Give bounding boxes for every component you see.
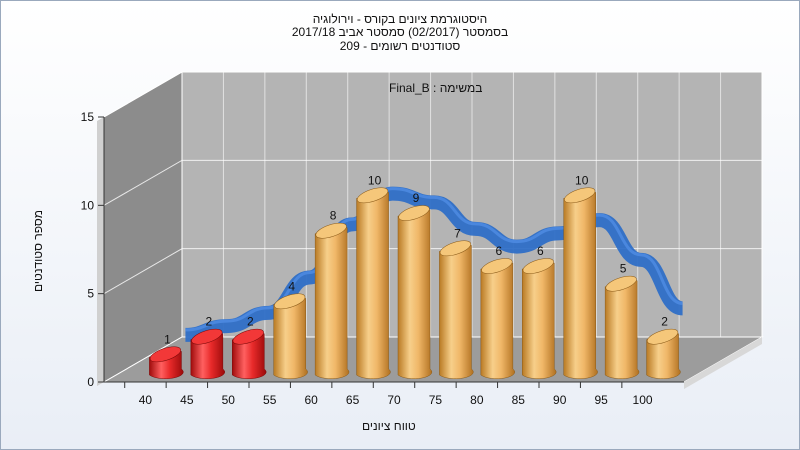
bar-55: 4 — [273, 279, 308, 379]
bar-top — [439, 240, 472, 257]
bar-top — [605, 275, 637, 292]
x-tick-label: 65 — [346, 393, 360, 407]
y-tick-label: 0 — [87, 375, 94, 389]
bar-100: 2 — [646, 315, 681, 379]
bar-body — [273, 298, 308, 379]
bar-value-label: 10 — [368, 173, 382, 187]
bar-65: 10 — [356, 173, 391, 379]
bar-value-label: 2 — [661, 315, 668, 329]
bar-top — [356, 187, 389, 204]
bar-45: 2 — [190, 315, 225, 379]
y-axis-ticks: 0 5 10 15 — [81, 110, 104, 389]
gridline-y — [103, 159, 762, 206]
bar-value-label: 9 — [413, 191, 420, 205]
bar-90: 10 — [563, 173, 598, 379]
bar-value-label: 7 — [454, 226, 461, 240]
bar-value-label: 10 — [575, 173, 589, 187]
bar-top — [481, 258, 513, 274]
bar-body — [314, 227, 350, 379]
bar-60: 8 — [314, 209, 350, 379]
bar-top — [274, 293, 306, 310]
bar-75: 7 — [439, 226, 474, 379]
bar-value-label: 4 — [288, 279, 295, 293]
x-axis-title: טווח ציונים — [362, 419, 416, 433]
x-tick-label: 90 — [553, 393, 567, 407]
bar-value-label: 1 — [164, 332, 171, 346]
bar-95: 5 — [604, 262, 640, 379]
bar-body — [522, 262, 557, 379]
x-tick-label: 80 — [470, 393, 484, 407]
chart-grid — [103, 71, 762, 337]
x-axis-ticks: 40 45 50 55 60 65 70 75 80 85 90 95 100 — [124, 382, 653, 407]
bar-80: 6 — [480, 244, 515, 379]
bar-top — [315, 222, 347, 239]
bar-top — [398, 205, 430, 221]
chart-title-line-2: בסמסטר (02/2017) סמסטר אביב 2017/18 — [291, 25, 509, 39]
bar-top — [149, 346, 182, 363]
bar-top — [191, 328, 223, 345]
bar-body — [190, 333, 225, 379]
y-tick-label: 10 — [81, 198, 95, 212]
chart-floor-edge — [684, 337, 762, 389]
curve-ribbon — [185, 186, 685, 342]
x-tick-label: 95 — [594, 393, 608, 407]
distribution-curve — [185, 186, 685, 342]
x-tick-label: 100 — [633, 393, 653, 407]
bar-body — [397, 209, 433, 379]
bar-value-label: 6 — [537, 244, 544, 258]
bar-body — [480, 262, 515, 379]
bar-value-label: 2 — [206, 315, 213, 329]
bar-body — [646, 333, 681, 379]
y-tick-label: 5 — [87, 287, 94, 301]
chart-title-line-1: היסטוגרמת ציונים בקורס - וירולוגיה — [312, 12, 488, 26]
bar-85: 6 — [522, 244, 557, 379]
x-tick-label: 50 — [222, 393, 236, 407]
y-tick-label: 15 — [81, 110, 95, 124]
x-tick-label: 75 — [429, 393, 443, 407]
bar-value-label: 6 — [496, 244, 503, 258]
bar-body — [439, 245, 474, 379]
curve-highlight — [185, 187, 683, 332]
bar-body — [232, 333, 267, 379]
x-tick-label: 70 — [387, 393, 401, 407]
bar-body — [604, 280, 640, 379]
bar-top — [646, 328, 679, 345]
bar-top — [232, 328, 264, 345]
x-tick-label: 40 — [139, 393, 153, 407]
bar-top — [522, 258, 554, 274]
x-tick-label: 45 — [180, 393, 194, 407]
bar-body — [563, 192, 598, 379]
bar-body — [356, 192, 391, 379]
chart-subtitle: במשימה : Final_B — [389, 81, 483, 95]
chart-side-edge — [97, 117, 104, 386]
bar-value-label: 5 — [620, 262, 627, 276]
y-axis-title: מספר סטודנטים — [31, 209, 46, 293]
bar-value-label: 8 — [330, 209, 337, 223]
bar-70: 9 — [397, 191, 433, 379]
bars-group: 1 2 2 4 8 10 9 7 6 6 10 5 2 — [149, 173, 681, 379]
bar-top — [564, 187, 596, 204]
bar-50: 2 — [232, 315, 267, 379]
chart-title-line-3: 209 - סטודנטים רשומים — [339, 39, 461, 53]
x-tick-label: 85 — [512, 393, 526, 407]
bar-value-label: 2 — [247, 315, 254, 329]
x-tick-label: 55 — [263, 393, 277, 407]
gridline-y — [103, 71, 762, 118]
bar-40: 1 — [149, 332, 184, 379]
x-tick-label: 60 — [304, 393, 318, 407]
